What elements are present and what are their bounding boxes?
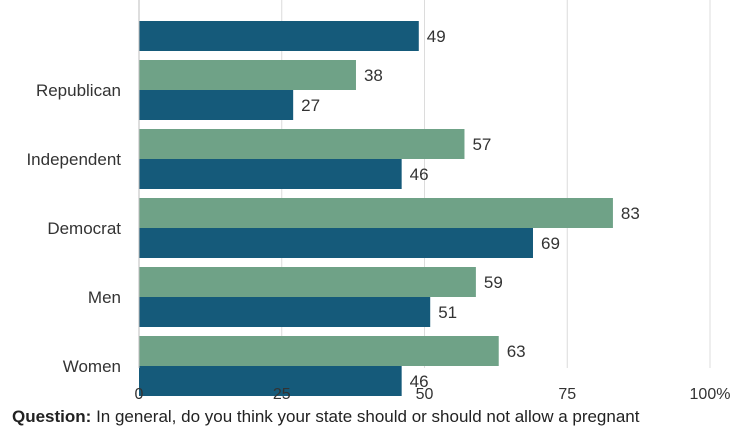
tick-label: 0 — [135, 386, 144, 403]
bar — [139, 21, 419, 51]
tick-labels: 0 25 50 75 100% — [135, 386, 731, 403]
value-label: 46 — [410, 165, 429, 184]
bar — [139, 60, 356, 90]
bar — [139, 129, 465, 159]
bar — [139, 336, 499, 366]
bars — [139, 21, 613, 396]
value-label: 83 — [621, 204, 640, 223]
value-label: 38 — [364, 66, 383, 85]
value-label: 63 — [507, 342, 526, 361]
bar — [139, 198, 613, 228]
bar — [139, 90, 294, 120]
question-footnote: Question: In general, do you think your … — [12, 406, 747, 428]
value-label: 27 — [301, 96, 320, 115]
category-label: Republican — [36, 81, 121, 100]
bar — [139, 297, 431, 327]
tick-label: 25 — [273, 386, 291, 403]
bar — [139, 228, 533, 258]
category-labels: Republican Independent Democrat Men Women — [26, 81, 121, 376]
question-text: In general, do you think your state shou… — [91, 407, 640, 426]
category-label: Democrat — [47, 219, 121, 238]
question-label: Question: — [12, 407, 92, 426]
value-label: 51 — [438, 303, 457, 322]
bar — [139, 267, 476, 297]
tick-label: 50 — [416, 386, 434, 403]
value-label: 49 — [427, 27, 446, 46]
category-label: Women — [63, 357, 121, 376]
value-label: 59 — [484, 273, 503, 292]
value-label: 46 — [410, 372, 429, 391]
category-label: Independent — [26, 150, 121, 169]
bar — [139, 366, 402, 396]
bar — [139, 159, 402, 189]
value-labels: 49 38 27 57 46 83 69 59 51 63 46 — [301, 27, 640, 391]
tick-label: 75 — [558, 386, 576, 403]
value-label: 57 — [472, 135, 491, 154]
category-label: Men — [88, 288, 121, 307]
tick-label: 100% — [690, 386, 731, 403]
bar-chart: Republican Independent Democrat Men Women 49… — [26, 0, 731, 403]
value-label: 69 — [541, 234, 560, 253]
